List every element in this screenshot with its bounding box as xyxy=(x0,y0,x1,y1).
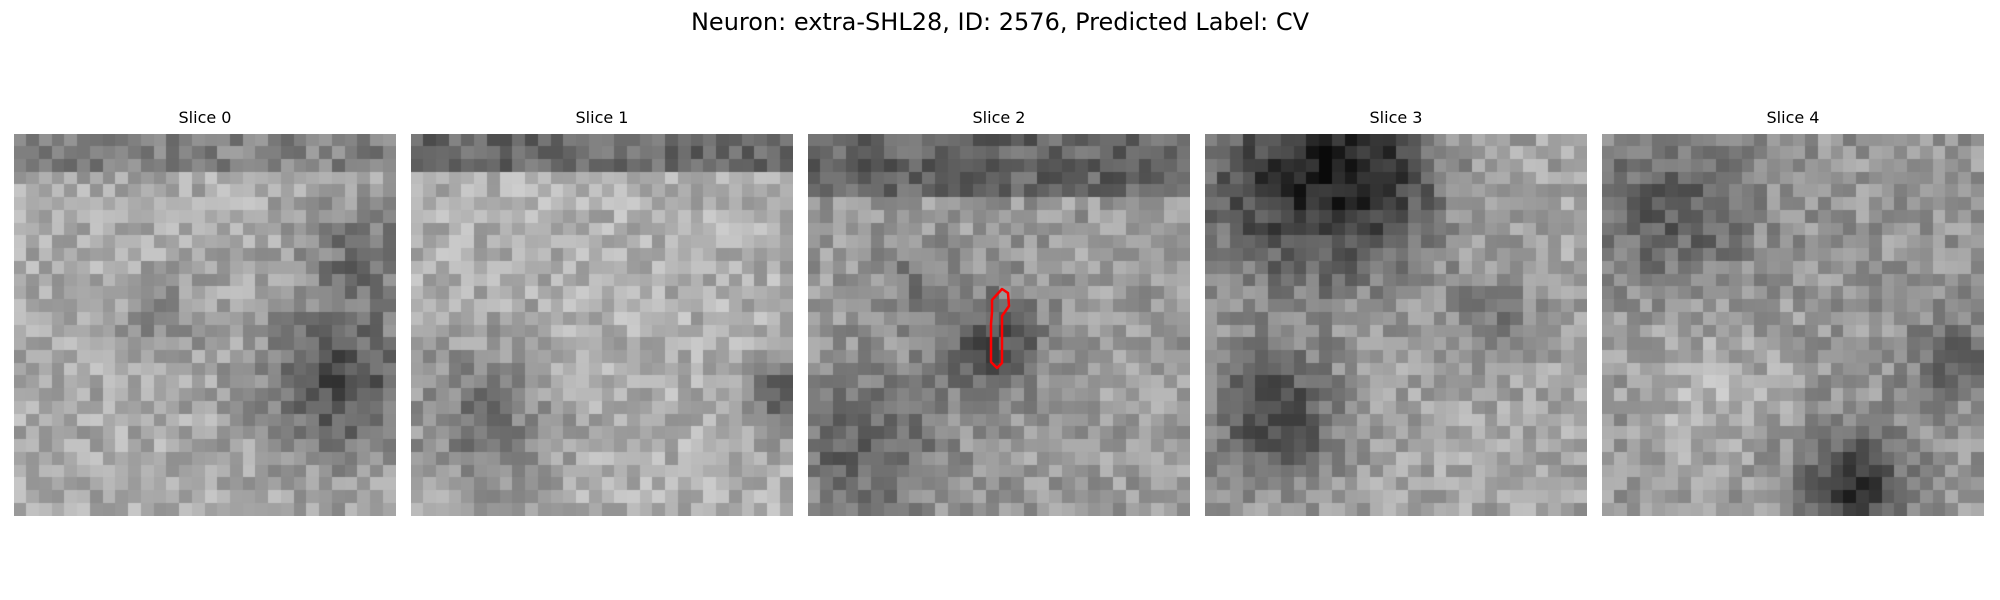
figure-title: Neuron: extra-SHL28, ID: 2576, Predicted… xyxy=(690,8,1310,36)
slice-panel-3: Slice 3 xyxy=(1205,108,1587,516)
slice-title: Slice 1 xyxy=(575,108,629,127)
slice-panel-4: Slice 4 xyxy=(1602,108,1984,516)
slice-title: Slice 0 xyxy=(178,108,232,127)
slice-title: Slice 4 xyxy=(1766,108,1820,127)
slice-panel-1: Slice 1 xyxy=(411,108,793,516)
slice-image xyxy=(14,134,396,516)
slice-panel-2: Slice 2 xyxy=(808,108,1190,516)
slice-panel-0: Slice 0 xyxy=(14,108,396,516)
slice-title: Slice 2 xyxy=(972,108,1026,127)
slice-image xyxy=(411,134,793,516)
slice-image xyxy=(1602,134,1984,516)
slice-title: Slice 3 xyxy=(1369,108,1423,127)
slice-image xyxy=(1205,134,1587,516)
slice-image xyxy=(808,134,1190,516)
